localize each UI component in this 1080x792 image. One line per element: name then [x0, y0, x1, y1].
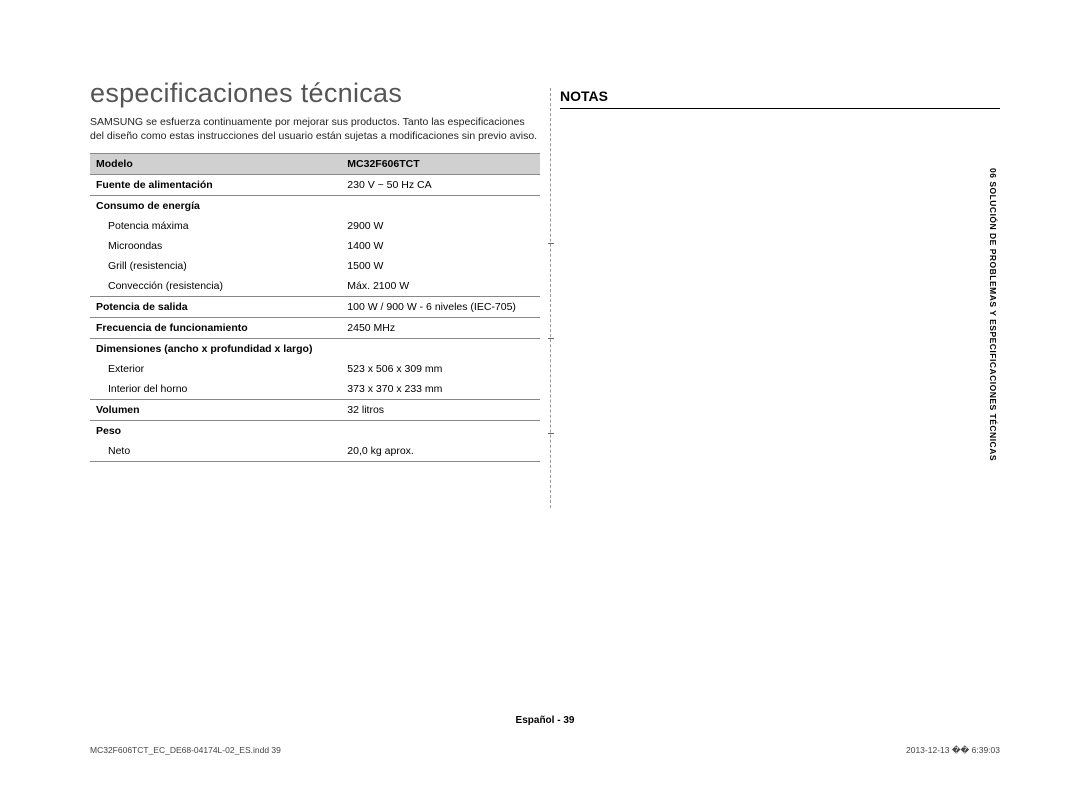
table-row: Consumo de energía: [90, 196, 540, 217]
left-column: especificaciones técnicas SAMSUNG se esf…: [90, 78, 540, 462]
table-header-value: MC32F606TCT: [341, 154, 540, 175]
table-header-label: Modelo: [90, 154, 341, 175]
spec-value: 20,0 kg aprox.: [341, 441, 540, 462]
spec-value: 1400 W: [341, 236, 540, 256]
spec-value: 1500 W: [341, 256, 540, 276]
page-footer: Español - 39: [60, 715, 1030, 726]
spec-value: 373 x 370 x 233 mm: [341, 379, 540, 400]
spec-value: 2450 MHz: [341, 318, 540, 339]
spec-value: [341, 339, 540, 360]
spec-value: 523 x 506 x 309 mm: [341, 359, 540, 379]
column-divider: [550, 88, 551, 508]
spec-label: Interior del horno: [90, 379, 341, 400]
table-row: Grill (resistencia)1500 W: [90, 256, 540, 276]
notes-heading: NOTAS: [560, 88, 1000, 109]
spec-label: Volumen: [90, 400, 341, 421]
spec-label: Potencia máxima: [90, 216, 341, 236]
spec-table: Modelo MC32F606TCT Fuente de alimentació…: [90, 153, 540, 462]
table-row: Volumen32 litros: [90, 400, 540, 421]
table-row: Convección (resistencia)Máx. 2100 W: [90, 276, 540, 297]
spec-label: Potencia de salida: [90, 297, 341, 318]
spec-value: [341, 421, 540, 442]
table-row: Interior del horno373 x 370 x 233 mm: [90, 379, 540, 400]
spec-value: 100 W / 900 W - 6 niveles (IEC-705): [341, 297, 540, 318]
spec-label: Fuente de alimentación: [90, 175, 341, 196]
spec-label: Neto: [90, 441, 341, 462]
table-row: Potencia de salida100 W / 900 W - 6 nive…: [90, 297, 540, 318]
spec-label: Frecuencia de funcionamiento: [90, 318, 341, 339]
spec-label: Dimensiones (ancho x profundidad x largo…: [90, 339, 341, 360]
spec-value: 230 V ~ 50 Hz CA: [341, 175, 540, 196]
table-row: Microondas1400 W: [90, 236, 540, 256]
table-row: Dimensiones (ancho x profundidad x largo…: [90, 339, 540, 360]
intro-paragraph: SAMSUNG se esfuerza continuamente por me…: [90, 115, 540, 143]
section-tab: 06 SOLUCIÓN DE PROBLEMAS Y ESPECIFICACIO…: [982, 168, 998, 461]
table-row: Neto20,0 kg aprox.: [90, 441, 540, 462]
spec-value: 32 litros: [341, 400, 540, 421]
spec-value: [341, 196, 540, 217]
spec-label: Microondas: [90, 236, 341, 256]
spec-label: Consumo de energía: [90, 196, 341, 217]
spec-value: Máx. 2100 W: [341, 276, 540, 297]
page-title: especificaciones técnicas: [90, 78, 540, 109]
table-row: Peso: [90, 421, 540, 442]
right-column: NOTAS: [560, 78, 1000, 109]
spec-value: 2900 W: [341, 216, 540, 236]
spec-label: Convección (resistencia): [90, 276, 341, 297]
table-row: Frecuencia de funcionamiento2450 MHz: [90, 318, 540, 339]
table-row: Fuente de alimentación230 V ~ 50 Hz CA: [90, 175, 540, 196]
spec-label: Grill (resistencia): [90, 256, 341, 276]
print-file: MC32F606TCT_EC_DE68-04174L-02_ES.indd 39: [90, 745, 281, 756]
table-row: Potencia máxima2900 W: [90, 216, 540, 236]
spec-label: Exterior: [90, 359, 341, 379]
print-timestamp: 2013-12-13 �� 6:39:03: [906, 745, 1000, 756]
spec-label: Peso: [90, 421, 341, 442]
table-row: Exterior523 x 506 x 309 mm: [90, 359, 540, 379]
print-meta: MC32F606TCT_EC_DE68-04174L-02_ES.indd 39…: [90, 745, 1000, 756]
